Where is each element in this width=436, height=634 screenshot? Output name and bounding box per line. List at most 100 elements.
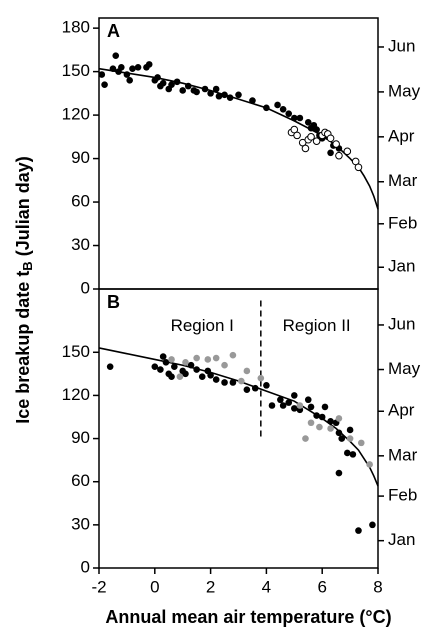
data-point — [235, 91, 242, 99]
y2-tick-label: Mar — [388, 171, 418, 190]
data-point — [157, 366, 164, 373]
data-point — [291, 392, 298, 399]
data-point — [201, 85, 209, 93]
y2-tick-label: May — [388, 359, 421, 378]
data-point — [215, 92, 223, 100]
data-point — [326, 134, 335, 143]
data-point — [307, 403, 315, 411]
data-point — [327, 149, 334, 157]
data-point — [279, 105, 287, 113]
data-point — [268, 402, 276, 409]
y2-tick-label: Apr — [388, 401, 415, 420]
data-point — [335, 429, 343, 437]
data-point — [257, 374, 265, 382]
y2-tick-label: Apr — [388, 126, 415, 145]
data-point — [316, 423, 323, 431]
data-point — [168, 81, 175, 88]
x-tick-label: 6 — [317, 577, 326, 596]
x-tick-label: 2 — [206, 577, 215, 596]
data-point — [338, 435, 346, 442]
plot-frame — [98, 288, 379, 569]
y-tick-label: 60 — [71, 471, 90, 490]
data-point — [123, 71, 131, 78]
data-point — [193, 88, 200, 96]
region-label: Region I — [171, 316, 234, 335]
data-point — [312, 137, 321, 145]
data-point — [134, 63, 142, 71]
data-point — [179, 87, 186, 94]
panel-label: B — [107, 292, 120, 312]
x-tick-label: -2 — [91, 577, 106, 596]
y-tick-label: 180 — [62, 18, 90, 37]
data-point — [171, 363, 178, 370]
data-point — [109, 65, 117, 73]
y-tick-label: 30 — [71, 514, 90, 533]
y-tick-label: 60 — [71, 192, 90, 211]
data-point — [168, 373, 175, 381]
data-point — [285, 110, 293, 117]
data-point — [263, 382, 270, 389]
data-point — [221, 91, 228, 99]
y-tick-label: 90 — [71, 148, 90, 167]
data-point — [229, 351, 237, 359]
data-point — [145, 61, 153, 68]
data-point — [187, 361, 195, 369]
data-point — [366, 461, 373, 468]
data-point — [263, 104, 270, 112]
data-point — [118, 63, 125, 71]
region-label: Region II — [283, 316, 351, 335]
y-tick-label: 150 — [62, 342, 90, 361]
data-point — [301, 144, 310, 153]
fit-curve — [98, 347, 379, 487]
data-point — [313, 412, 320, 419]
data-point — [327, 418, 334, 425]
data-point — [304, 119, 312, 126]
data-point — [344, 449, 351, 457]
data-point — [173, 78, 181, 86]
data-point — [291, 405, 298, 412]
data-point — [243, 367, 251, 375]
data-point — [207, 90, 214, 97]
y-tick-label: 120 — [62, 385, 90, 404]
data-point — [343, 147, 352, 156]
data-point — [293, 131, 301, 140]
x-axis-label: Annual mean air temperature (°C) — [105, 607, 391, 627]
data-point — [279, 402, 287, 409]
data-point — [251, 384, 259, 392]
data-point — [168, 356, 175, 363]
data-point — [98, 71, 106, 78]
data-point — [221, 379, 228, 386]
data-point — [335, 469, 343, 477]
x-tick-label: 4 — [262, 577, 271, 596]
data-point — [321, 403, 329, 411]
y-axis-label-text: Ice breakup date t — [13, 271, 33, 424]
data-point — [112, 52, 120, 59]
data-point — [296, 402, 304, 409]
data-point — [349, 451, 357, 458]
data-point — [154, 74, 161, 81]
data-point — [184, 82, 192, 90]
data-point — [159, 353, 167, 360]
y2-tick-label: May — [388, 81, 421, 100]
y2-tick-label: Jun — [388, 314, 415, 333]
data-point — [249, 97, 256, 104]
data-point — [304, 396, 312, 404]
data-point — [193, 366, 200, 373]
data-point — [296, 114, 304, 122]
y2-tick-label: Feb — [388, 486, 417, 505]
y-axis-label: Ice breakup date tB (Julian day) — [13, 156, 36, 423]
data-point — [212, 354, 220, 362]
y-axis-label-sub: B — [20, 261, 35, 270]
data-point — [212, 376, 220, 383]
data-point — [285, 399, 293, 406]
y2-tick-label: Mar — [388, 445, 418, 464]
data-point — [151, 363, 159, 370]
data-point — [101, 81, 108, 88]
data-point — [182, 359, 189, 366]
data-point — [302, 435, 309, 442]
data-point — [198, 373, 206, 381]
data-point — [226, 94, 234, 102]
fit-curve — [98, 67, 379, 210]
data-point — [318, 413, 326, 421]
data-point — [291, 114, 298, 122]
